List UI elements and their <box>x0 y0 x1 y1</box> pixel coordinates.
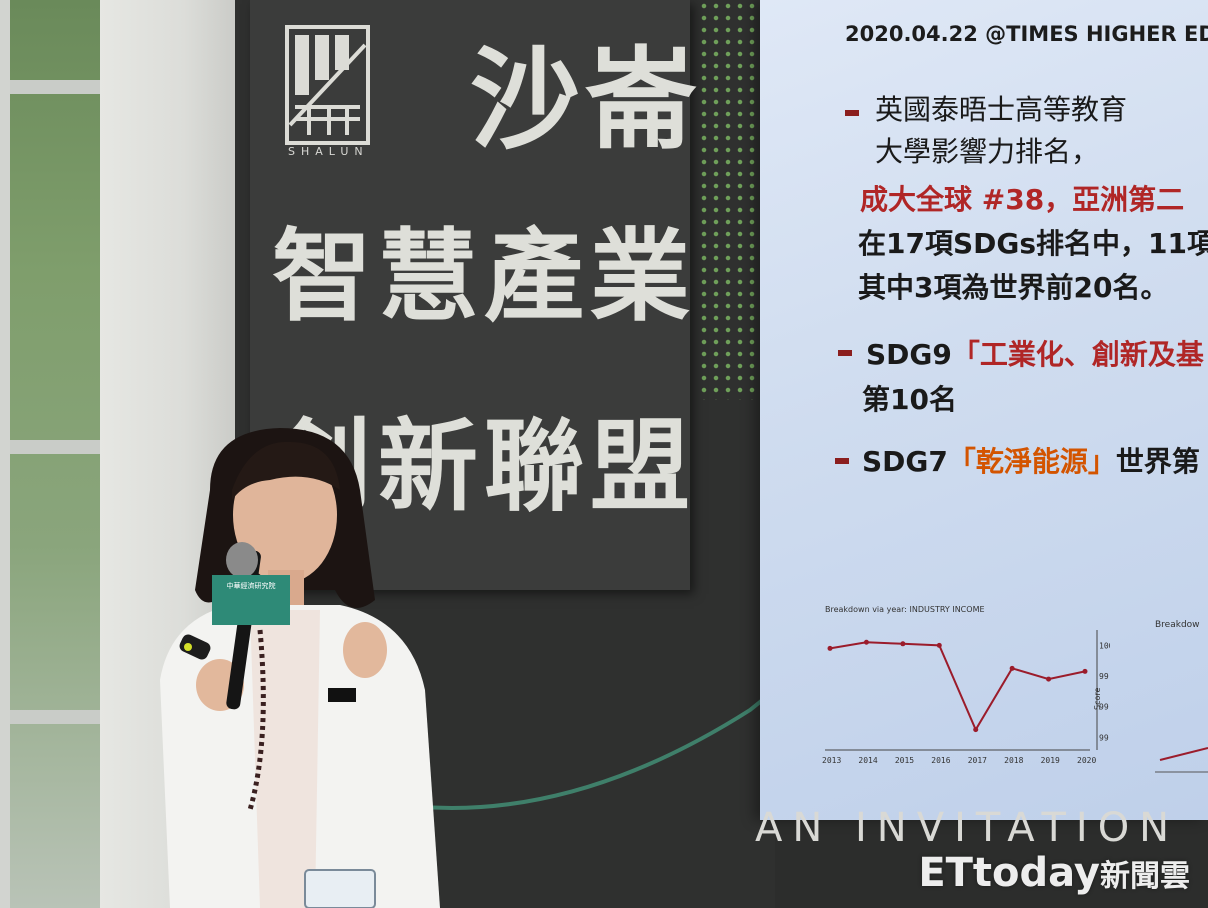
sdg7-label: SDG7 <box>862 445 948 478</box>
chart-point <box>900 641 906 647</box>
second-chart-fragment <box>1155 747 1208 773</box>
logo-caption: SHALUN <box>288 145 369 158</box>
bullet-icon <box>835 458 849 464</box>
chart-x-tick-label: 2013 <box>822 756 841 765</box>
chart-point <box>1082 668 1088 674</box>
speaker-person <box>160 428 440 908</box>
window <box>0 0 110 908</box>
industry-income-chart: Breakdown via year: INDUSTRY INCOME 2013… <box>822 605 1110 765</box>
chart-y-tick-label: 99.8 <box>1099 672 1110 681</box>
sdg9-highlight: 「工業化、創新及基 <box>951 338 1204 371</box>
chart-point <box>973 727 979 733</box>
chart-y-tick-label: 99.4 <box>1099 733 1110 742</box>
chart-x-tick-label: 2018 <box>1004 756 1023 765</box>
chart-point <box>1009 665 1015 671</box>
chart-plot-area <box>825 630 1098 751</box>
backdrop-invitation-text: AN INVITATION <box>755 805 1180 851</box>
chart-point <box>1046 676 1052 682</box>
slide-bullet2-line2: 第10名 <box>862 383 957 416</box>
slide-bullet1-line3: 成大全球 #38，亞洲第二 <box>860 183 1185 216</box>
projector-screen <box>760 0 1208 820</box>
slide-bullet1-line1: 英國泰晤士高等教育 <box>875 93 1128 126</box>
chart-point <box>827 645 833 651</box>
window-frame <box>0 710 110 724</box>
slide-bullet3: SDG7「乾淨能源」世界第 <box>862 440 1200 480</box>
chart-y-label: Score <box>1093 688 1102 710</box>
chart-y-ticks: 100.0 99.8 99.6 99.4 <box>1099 641 1110 742</box>
chart-caption-right: Breakdow <box>1155 620 1200 630</box>
chart-x-tick-label: 2019 <box>1041 756 1060 765</box>
microphone-flag-label: 中華經濟研究院 <box>226 582 276 590</box>
chart-x-tick-label: 2020 <box>1077 756 1096 765</box>
slide-header: 2020.04.22 @TIMES HIGHER EDU <box>845 22 1208 46</box>
watermark-cn: 新聞雲 <box>1100 859 1190 894</box>
bullet-icon <box>838 350 852 356</box>
shalun-logo-icon <box>285 25 370 145</box>
chart-y-tick-label: 99.6 <box>1099 703 1110 712</box>
slide-bullet1-line4: 在17項SDGs排名中，11項 <box>858 227 1208 260</box>
chart-caption: Breakdown via year: INDUSTRY INCOME <box>825 605 985 614</box>
sdg7-suffix: 世界第 <box>1115 445 1200 478</box>
chart-point <box>936 642 942 648</box>
ettoday-watermark: ETtoday新聞雲 <box>918 850 1190 896</box>
chart-x-tick-label: 2016 <box>931 756 950 765</box>
chart-x-tick-label: 2017 <box>968 756 987 765</box>
chart-x-tick-label: 2014 <box>858 756 877 765</box>
green-dot-pattern <box>698 0 768 400</box>
window-frame <box>0 80 110 94</box>
chart-x-ticks: 2013 2014 2015 2016 2017 2018 2019 2020 <box>822 756 1096 765</box>
bullet-icon <box>845 110 859 116</box>
sdg7-highlight: 「乾淨能源」 <box>947 445 1116 478</box>
slide-bullet1-line2: 大學影響力排名， <box>875 135 1100 168</box>
chart-point <box>863 639 869 645</box>
chart-x-tick-label: 2015 <box>895 756 914 765</box>
watermark-brand: ETtoday <box>918 850 1100 896</box>
slide-bullet2-line1: SDG9「工業化、創新及基 <box>866 333 1204 373</box>
sdg9-label: SDG9 <box>866 338 952 371</box>
window-frame <box>0 0 10 908</box>
chart-y-tick-label: 100.0 <box>1099 641 1110 650</box>
slide-bullet1-line5: 其中3項為世界前20名。 <box>858 271 1169 304</box>
window-frame <box>0 440 110 454</box>
sign-title-smart-industry: 智慧產業 <box>272 217 696 335</box>
chart-series-line <box>829 641 1086 732</box>
sign-title-shalun: 沙崙 <box>470 35 702 164</box>
